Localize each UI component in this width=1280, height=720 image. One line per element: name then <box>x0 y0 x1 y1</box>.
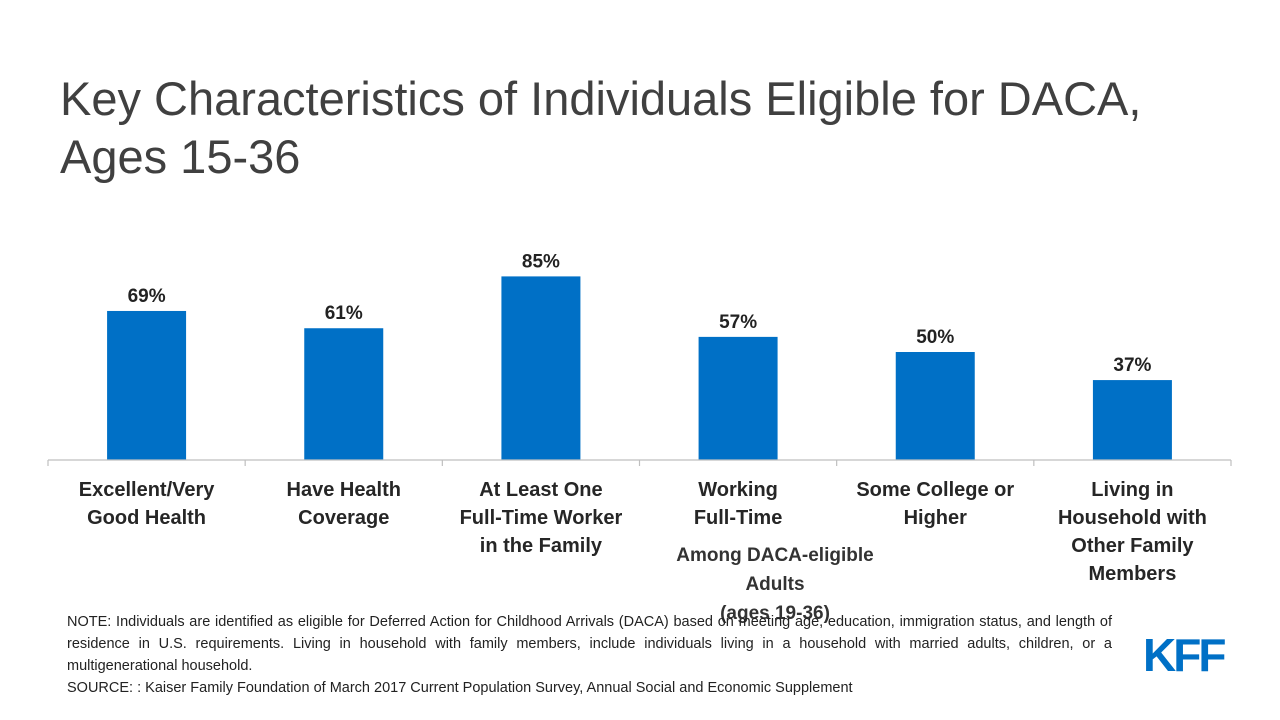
value-label-3: 85% <box>522 251 560 272</box>
category-label-4: Working Full-Time <box>694 479 783 529</box>
group-note: Among DACA-eligible Adults (ages 19-36) <box>660 541 890 628</box>
title-line-1: Key Characteristics of Individuals Eligi… <box>60 72 1142 125</box>
bar-3 <box>501 276 581 460</box>
category-label-5: Some College or Higher <box>856 479 1014 529</box>
group-note-line-2: (ages 19-36) <box>720 603 830 624</box>
bar-6 <box>1092 380 1172 460</box>
note-text: NOTE: Individuals are identified as elig… <box>67 614 1112 674</box>
bar-5 <box>895 352 975 460</box>
category-label-2: Have Health Coverage <box>287 479 402 529</box>
title-line-2: Ages 15-36 <box>60 130 301 183</box>
value-label-5: 50% <box>916 327 954 348</box>
kff-logo: KFF <box>1143 635 1228 675</box>
value-label-4: 57% <box>719 312 757 333</box>
bar-4 <box>698 336 778 460</box>
category-label-6: Living in Household with Other Family Membe… <box>1058 479 1207 585</box>
category-label-1: Excellent/Very Good Health <box>79 479 216 529</box>
kff-logo-text: KFF <box>1143 635 1225 675</box>
value-label-1: 69% <box>128 286 166 307</box>
group-note-line-1: Among DACA-eligible Adults <box>676 545 874 595</box>
footnotes: NOTE: Individuals are identified as elig… <box>67 611 1112 699</box>
category-label-3: At Least One Full-Time Worker in the Famil… <box>460 479 623 557</box>
bar-1 <box>107 310 187 460</box>
bar-2 <box>304 328 384 460</box>
value-label-2: 61% <box>325 303 363 324</box>
page-title: Key Characteristics of Individuals Eligi… <box>60 70 1220 186</box>
value-label-6: 37% <box>1113 355 1151 376</box>
source-text: SOURCE: : Kaiser Family Foundation of Ma… <box>67 680 853 696</box>
